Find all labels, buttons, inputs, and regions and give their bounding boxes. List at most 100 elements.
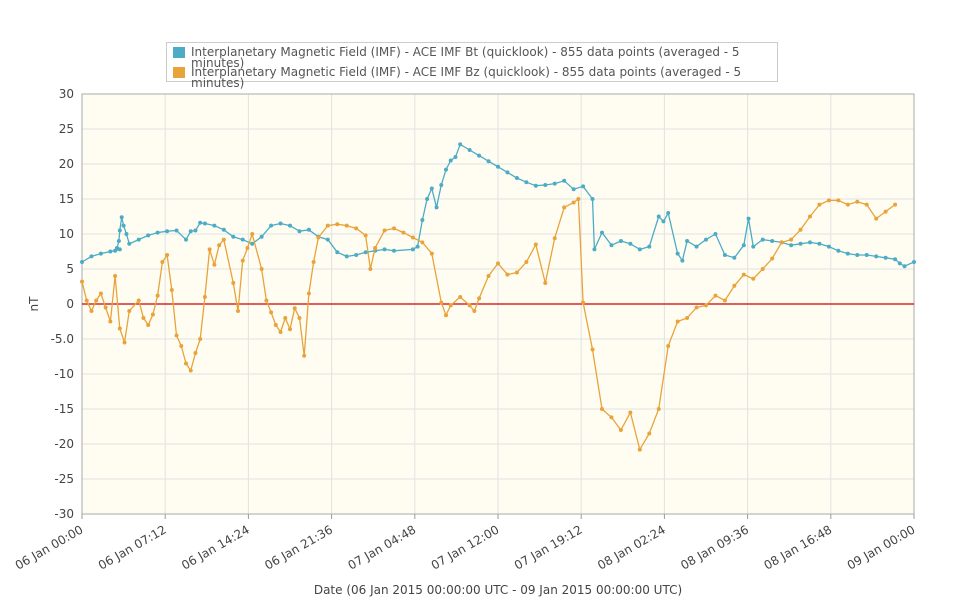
data-point-bt [897, 261, 902, 266]
data-point-bz [444, 313, 448, 318]
data-point-bt [912, 260, 916, 264]
legend-item-bt[interactable]: Interplanetary Magnetic Field (IMF) - AC… [173, 45, 751, 70]
data-point-bt [533, 183, 538, 188]
data-point-bz [259, 267, 264, 271]
data-point-bz [581, 300, 586, 305]
data-point-bz [467, 303, 472, 308]
data-point-bz [335, 222, 340, 227]
data-point-bt [746, 216, 751, 221]
data-point-bz [864, 202, 869, 207]
legend-item-bz[interactable]: Interplanetary Magnetic Field (IMF) - AC… [173, 66, 751, 89]
data-point-bt [543, 183, 548, 187]
data-point-bz [656, 407, 661, 411]
y-tick-label: 15 [59, 192, 74, 206]
data-point-bt [165, 229, 170, 234]
legend-swatch-bz [173, 67, 185, 78]
data-point-bt [444, 167, 448, 172]
data-point-bz [798, 227, 803, 232]
data-point-bz [184, 361, 188, 366]
x-tick-label: 09 Jan 00:00 [845, 522, 918, 572]
x-tick-label: 06 Jan 21:36 [262, 522, 335, 572]
data-point-bz [713, 293, 718, 298]
data-point-bt [524, 180, 529, 185]
data-point-bz [382, 228, 387, 233]
data-point-bt [119, 215, 124, 220]
data-point-bz [600, 407, 604, 411]
data-point-bz [552, 236, 557, 241]
data-point-bz [732, 283, 737, 288]
data-point-bz [264, 298, 269, 303]
data-point-bz [245, 246, 250, 250]
data-point-bt [666, 211, 671, 215]
data-point-bz [751, 276, 756, 281]
y-tick-label: -20 [54, 437, 74, 451]
data-point-bt [496, 164, 500, 169]
data-point-bz [373, 246, 378, 250]
data-point-bt [250, 241, 255, 246]
data-point-bz [562, 205, 567, 210]
data-point-bt [80, 260, 84, 264]
data-point-bz [363, 233, 368, 238]
data-point-bz [883, 209, 888, 214]
data-point-bz [122, 340, 127, 345]
data-point-bt [836, 248, 841, 253]
x-tick-label: 08 Jan 09:36 [678, 522, 751, 572]
data-point-bz [217, 243, 222, 248]
data-point-bz [496, 261, 500, 266]
data-point-bt [188, 229, 193, 234]
data-point-bt [600, 230, 604, 235]
data-point-bt [732, 255, 737, 260]
data-point-bz [571, 200, 576, 205]
x-tick-label: 06 Jan 14:24 [179, 522, 252, 572]
y-tick-label: -25 [54, 472, 74, 486]
data-point-bt [288, 223, 292, 228]
data-point-bz [429, 251, 434, 256]
data-point-bt [117, 228, 122, 233]
data-point-bz [278, 330, 283, 334]
data-point-bt [514, 176, 519, 180]
legend-label-bt: Interplanetary Magnetic Field (IMF) - AC… [191, 45, 740, 70]
data-point-bz [240, 258, 245, 263]
data-point-bz [160, 260, 165, 264]
data-point-bz [533, 242, 538, 247]
data-point-bt [581, 184, 586, 189]
data-point-bz [637, 447, 642, 452]
data-point-bt [808, 240, 812, 245]
data-point-bz [770, 256, 775, 261]
data-point-bz [146, 323, 151, 327]
data-point-bz [874, 216, 879, 221]
data-point-bt [453, 155, 458, 159]
data-point-bt [477, 153, 482, 158]
data-point-bt [116, 239, 121, 243]
data-point-bz [221, 237, 226, 242]
data-point-bz [741, 272, 746, 277]
legend-swatch-bt [173, 47, 185, 58]
data-point-bz [316, 235, 321, 240]
y-tick-label: -5.0 [51, 332, 74, 346]
data-point-bz [354, 226, 359, 231]
data-point-bz [292, 306, 297, 311]
x-tick-label: 06 Jan 00:00 [13, 522, 86, 572]
data-point-bz [344, 223, 349, 228]
data-point-bz [685, 316, 690, 320]
data-point-bt [136, 237, 141, 242]
data-point-bz [817, 202, 822, 207]
x-tick-label: 06 Jan 07:12 [96, 522, 169, 572]
data-point-bz [789, 237, 794, 242]
data-point-bt [425, 197, 430, 201]
data-point-bt [704, 237, 708, 242]
data-point-bz [590, 347, 595, 352]
data-point-bt [817, 241, 822, 246]
data-point-bz [212, 262, 217, 267]
data-point-bt [354, 253, 359, 257]
y-tick-label: 0 [66, 297, 74, 311]
data-point-bt [505, 170, 510, 175]
data-point-bt [240, 237, 245, 242]
data-point-bz [704, 303, 708, 308]
x-tick-label: 07 Jan 04:48 [345, 522, 418, 572]
data-point-bt [363, 250, 368, 255]
data-point-bt [675, 251, 680, 256]
data-point-bz [410, 235, 415, 240]
data-point-bz [98, 291, 103, 296]
data-point-bt [231, 234, 236, 239]
